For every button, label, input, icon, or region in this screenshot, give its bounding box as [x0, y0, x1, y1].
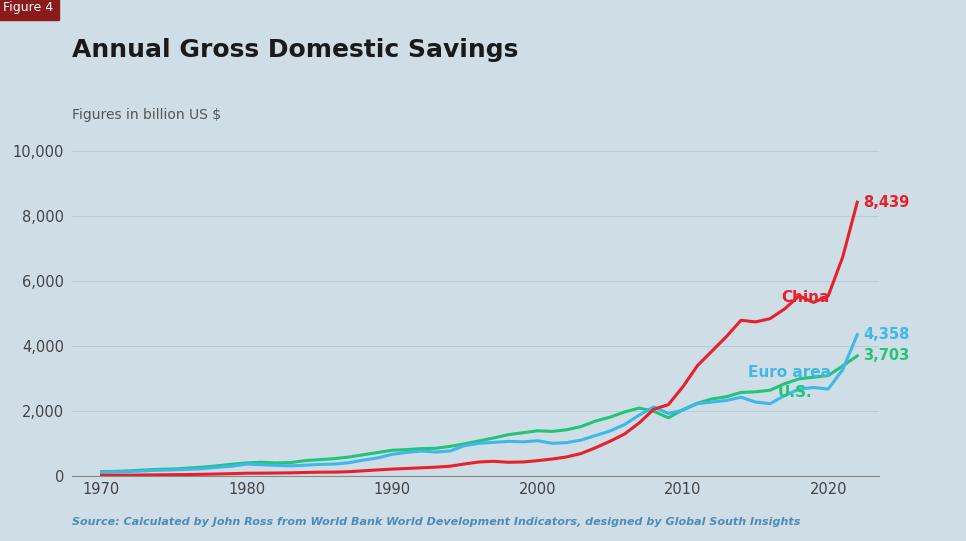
Text: 8,439: 8,439	[863, 195, 909, 210]
Text: Annual Gross Domestic Savings: Annual Gross Domestic Savings	[72, 38, 519, 62]
Text: Source: Calculated by John Ross from World Bank World Development Indicators, de: Source: Calculated by John Ross from Wor…	[72, 518, 801, 527]
Text: Figure 4: Figure 4	[3, 1, 53, 14]
Text: Euro area: Euro area	[749, 365, 832, 380]
Text: U.S.: U.S.	[778, 385, 812, 400]
Text: 4,358: 4,358	[863, 327, 909, 342]
Text: China: China	[781, 291, 830, 306]
Text: Figures in billion US $: Figures in billion US $	[72, 108, 221, 122]
Text: 3,703: 3,703	[863, 348, 909, 364]
